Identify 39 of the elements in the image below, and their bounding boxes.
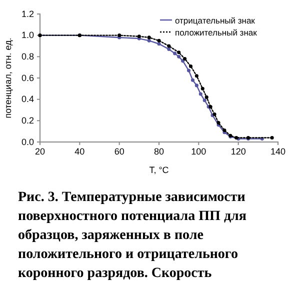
x-tick-label: 20 [34, 146, 46, 156]
y-tick-label: 1.0 [21, 30, 34, 40]
y-tick-label: 0.8 [21, 52, 34, 62]
point [147, 38, 151, 42]
point [200, 86, 204, 90]
point [167, 47, 171, 51]
x-tick-label: 120 [230, 146, 246, 156]
x-tick-label: 40 [74, 146, 85, 156]
x-tick-label: 80 [154, 146, 164, 156]
point [147, 36, 151, 40]
point [222, 128, 226, 132]
point [202, 98, 206, 102]
y-tick-label: 0.4 [21, 94, 34, 104]
y-tick-label: 1.2 [21, 8, 34, 19]
x-tick-label: 100 [191, 146, 206, 156]
point [157, 38, 161, 42]
y-axis-title: потенциал, отн. ед. [3, 38, 13, 118]
point [194, 74, 198, 78]
point [188, 64, 193, 68]
point [204, 95, 208, 99]
point [157, 42, 161, 46]
point [173, 52, 177, 56]
y-tick-label: 0.2 [21, 116, 34, 126]
y-tick-label: 0.6 [21, 72, 34, 83]
point [270, 136, 274, 140]
point [177, 50, 181, 54]
legend-label: отрицательный знак [175, 16, 256, 26]
point [198, 92, 202, 96]
point [194, 84, 198, 88]
point [190, 78, 194, 82]
point [186, 68, 191, 72]
y-tick-label: 0.0 [21, 136, 34, 147]
legend-label: положительный знак [175, 28, 258, 38]
x-tick-label: 140 [270, 146, 286, 156]
x-tick-label: 60 [114, 146, 124, 156]
point [177, 54, 181, 58]
x-axis-title: T, °C [149, 165, 170, 175]
point [167, 44, 171, 48]
text: Рис. 3. Температурные зависимости поверхностного потенциала ПП для образцов, заряженных в поле положительного и отрицательного коронного разрядов. Скорость [18, 189, 248, 283]
